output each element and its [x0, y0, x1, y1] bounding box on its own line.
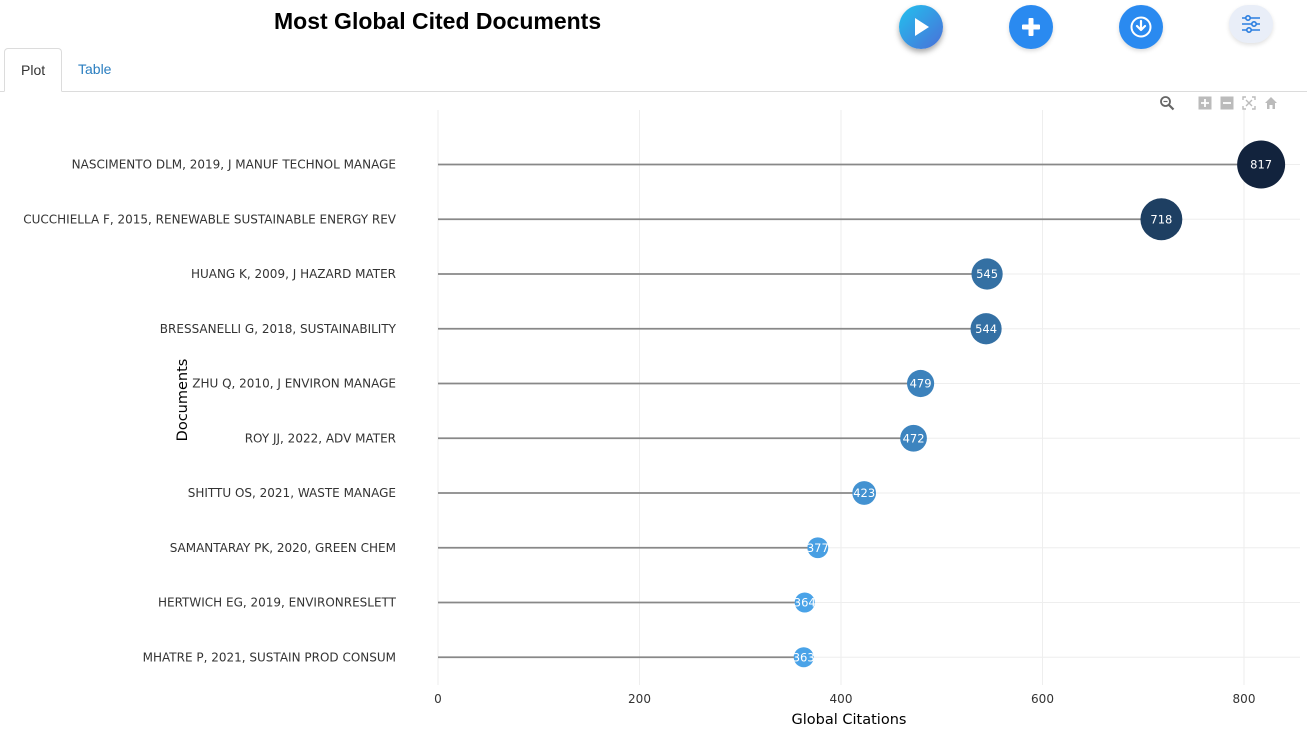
y-tick-label: ROY JJ, 2022, ADV MATER [245, 431, 396, 445]
y-tick-label: SAMANTARAY PK, 2020, GREEN CHEM [170, 541, 396, 555]
reset-axes-icon[interactable] [1263, 95, 1279, 111]
tab-plot[interactable]: Plot [4, 48, 63, 92]
play-button[interactable] [899, 5, 943, 49]
lollipop-dot[interactable] [1237, 140, 1286, 189]
data-label: 364 [794, 596, 816, 610]
download-icon [1130, 16, 1152, 38]
settings-button[interactable] [1229, 5, 1273, 43]
lollipop-dot[interactable] [970, 313, 1002, 345]
y-tick-label: BRESSANELLI G, 2018, SUSTAINABILITY [160, 322, 397, 336]
autoscale-icon[interactable] [1241, 95, 1257, 111]
lollipop-dot[interactable] [807, 537, 829, 559]
y-tick-label: CUCCHIELLA F, 2015, RENEWABLE SUSTAINABL… [23, 212, 397, 226]
lollipop-dot[interactable] [907, 369, 935, 398]
x-axis-title: Global Citations [792, 712, 907, 728]
x-tick-label: 400 [830, 692, 853, 706]
data-label: 472 [903, 431, 925, 445]
y-tick-label: ZHU Q, 2010, J ENVIRON MANAGE [192, 377, 396, 391]
lollipop-dot[interactable] [852, 481, 877, 505]
data-label: 817 [1250, 158, 1272, 172]
zoom-icon[interactable] [1159, 95, 1175, 111]
y-tick-label: HERTWICH EG, 2019, ENVIRONRESLETT [158, 596, 397, 610]
y-tick-label: SHITTU OS, 2021, WASTE MANAGE [188, 486, 396, 500]
data-label: 718 [1150, 212, 1172, 226]
data-label: 377 [807, 541, 829, 555]
data-label: 363 [793, 650, 815, 664]
page-title: Most Global Cited Documents [274, 8, 602, 34]
y-tick-label: HUANG K, 2009, J HAZARD MATER [191, 267, 396, 281]
x-tick-label: 0 [434, 692, 442, 706]
y-tick-label: MHATRE P, 2021, SUSTAIN PROD CONSUM [143, 650, 396, 664]
lollipop-dot[interactable] [794, 592, 815, 613]
zoom-out-icon[interactable] [1219, 95, 1235, 111]
zoom-in-icon[interactable] [1197, 95, 1213, 111]
data-label: 544 [975, 322, 997, 336]
y-axis-title: Documents [175, 359, 191, 442]
x-tick-label: 600 [1031, 692, 1054, 706]
y-tick-label: NASCIMENTO DLM, 2019, J MANUF TECHNOL MA… [72, 158, 396, 172]
sliders-icon [1242, 14, 1260, 34]
data-label: 423 [853, 486, 875, 500]
tab-table[interactable]: Table [78, 61, 112, 77]
tab-bar: Plot Table [0, 48, 1307, 92]
data-label: 479 [910, 377, 932, 391]
add-button[interactable] [1009, 5, 1053, 49]
data-label: 545 [976, 267, 998, 281]
lollipop-dot[interactable] [1140, 198, 1183, 241]
download-button[interactable] [1119, 5, 1163, 49]
plus-icon [1022, 18, 1040, 36]
lollipop-dot[interactable] [793, 647, 814, 668]
x-tick-label: 800 [1233, 692, 1256, 706]
lollipop-dot[interactable] [900, 424, 927, 452]
x-tick-label: 200 [628, 692, 651, 706]
play-icon [915, 18, 929, 36]
plot-modebar [1159, 95, 1279, 111]
lollipop-dot[interactable] [971, 258, 1003, 290]
